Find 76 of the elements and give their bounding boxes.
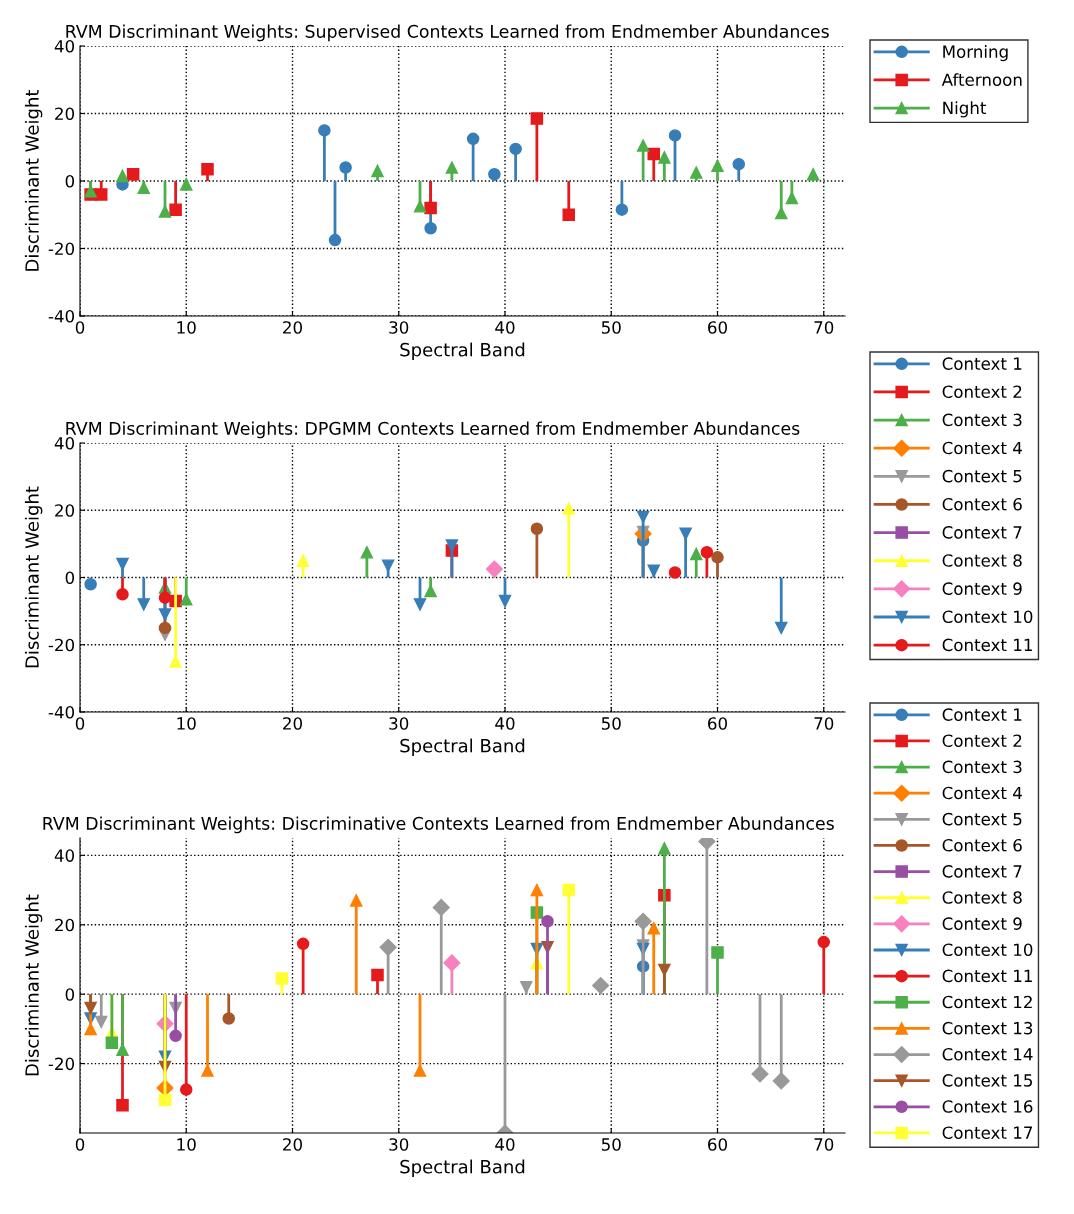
legend-label: Context 10 <box>942 943 1033 957</box>
y-tick-label: 20 <box>55 504 75 517</box>
x-tick-label: 30 <box>389 717 409 730</box>
legend-label: Context 9 <box>942 917 1022 930</box>
y-tick-label: 40 <box>54 849 75 862</box>
x-axis-title: Spectral Band <box>400 342 525 361</box>
legend-label: Morning <box>943 45 1008 62</box>
y-tick-label: 0 <box>65 174 75 188</box>
y-tick-label: -20 <box>48 1057 75 1071</box>
legend-label: Context 7 <box>942 865 1022 878</box>
x-tick-label: 70 <box>814 717 834 730</box>
legend-label: Context 14 <box>942 1047 1033 1061</box>
legend-label: Context 1 <box>942 357 1022 370</box>
x-tick-label: 60 <box>708 717 727 730</box>
legend-label: Context 1 <box>942 708 1022 721</box>
y-tick-label: 0 <box>65 988 75 1001</box>
y-axis-title: Discriminant Weight <box>24 894 43 1076</box>
x-tick-label: 40 <box>495 717 515 730</box>
y-tick-label: -40 <box>48 309 75 323</box>
legend-label: Context 4 <box>942 441 1022 455</box>
x-tick-label: 10 <box>177 717 196 730</box>
legend-label: Afternoon <box>941 73 1022 87</box>
x-tick-label: 50 <box>601 321 621 334</box>
x-tick-label: 50 <box>601 1138 621 1151</box>
legend-label: Context 5 <box>942 812 1022 826</box>
legend-label: Context 8 <box>942 554 1022 567</box>
legend-label: Context 11 <box>942 969 1032 983</box>
x-tick-label: 40 <box>495 321 515 334</box>
legend-label: Context 7 <box>942 526 1022 539</box>
x-axis-title: Spectral Band <box>400 738 525 757</box>
x-tick-label: 40 <box>495 1138 515 1151</box>
x-axis-title: Spectral Band <box>400 1159 525 1178</box>
x-tick-label: 20 <box>283 321 302 334</box>
y-tick-label: 0 <box>65 571 75 585</box>
legend-label: Context 6 <box>942 497 1022 511</box>
legend-label: Context 6 <box>942 838 1022 852</box>
legend-label: Context 5 <box>942 469 1022 483</box>
x-tick-label: 30 <box>389 321 409 334</box>
legend-label: Context 4 <box>942 786 1022 800</box>
x-tick-label: 60 <box>708 321 727 334</box>
y-tick-label: 40 <box>54 436 75 450</box>
legend-label: Context 12 <box>942 995 1032 1009</box>
legend-label: Context 17 <box>942 1126 1033 1139</box>
x-tick-label: 0 <box>75 321 85 334</box>
x-tick-label: 10 <box>177 321 196 334</box>
legend-label: Context 3 <box>942 413 1022 427</box>
x-tick-label: 0 <box>75 1138 85 1151</box>
legend-label: Context 16 <box>942 1100 1033 1113</box>
legend-label: Context 2 <box>942 385 1022 399</box>
legend-label: Context 2 <box>942 734 1022 748</box>
legend-label: Context 13 <box>942 1021 1033 1035</box>
legend-label: Night <box>943 101 987 118</box>
x-tick-label: 20 <box>283 717 302 730</box>
y-tick-label: 40 <box>54 39 75 53</box>
chart-title: RVM Discriminant Weights: Discriminative Contexts Learned from Endmember Abundances <box>43 816 834 834</box>
legend-label: Context 3 <box>942 760 1022 774</box>
x-tick-label: 70 <box>814 1138 834 1151</box>
y-tick-label: -20 <box>48 638 75 652</box>
y-tick-label: 20 <box>55 918 75 932</box>
y-tick-label: -40 <box>48 705 75 719</box>
x-tick-label: 20 <box>283 1138 302 1151</box>
x-tick-label: 70 <box>814 321 834 334</box>
x-tick-label: 30 <box>389 1138 409 1151</box>
x-tick-label: 60 <box>708 1138 727 1151</box>
legend-label: Context 10 <box>942 610 1033 624</box>
legend-label: Context 9 <box>942 582 1022 595</box>
legend-label: Context 11 <box>942 638 1032 652</box>
x-tick-label: 50 <box>601 717 621 730</box>
y-axis-title: Discriminant Weight <box>24 89 43 271</box>
x-tick-label: 10 <box>177 1138 196 1151</box>
legend-label: Context 15 <box>942 1074 1033 1087</box>
y-tick-label: 20 <box>55 107 75 121</box>
y-tick-label: -20 <box>48 242 75 256</box>
legend-label: Context 8 <box>942 891 1022 904</box>
y-axis-title: Discriminant Weight <box>24 486 43 668</box>
x-tick-label: 0 <box>75 717 85 730</box>
